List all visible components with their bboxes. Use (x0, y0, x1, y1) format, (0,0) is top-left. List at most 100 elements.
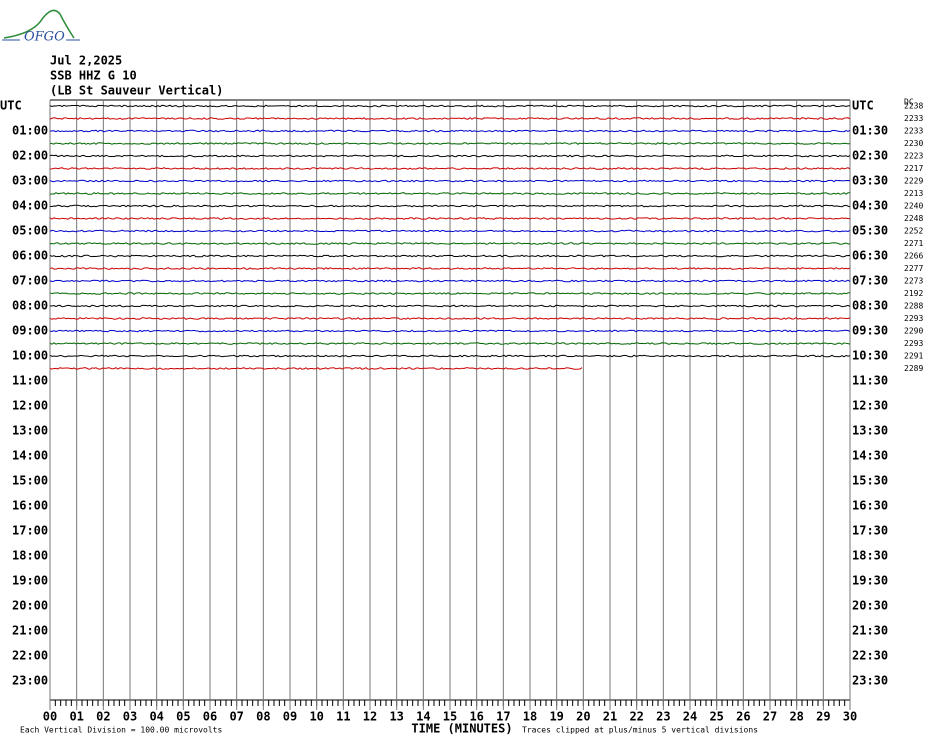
seismic-trace (49, 367, 583, 370)
seismic-trace (49, 167, 851, 170)
right-time-label: 14:30 (852, 449, 888, 463)
dc-value: 2213 (904, 189, 923, 198)
right-time-label: 17:30 (852, 524, 888, 538)
dc-value: 2277 (904, 264, 923, 273)
x-tick-label: 12 (363, 710, 377, 724)
dc-value: 2238 (904, 102, 923, 111)
right-time-label: 02:30 (852, 149, 888, 163)
seismic-trace (49, 279, 851, 283)
seismic-trace (49, 329, 851, 333)
dc-value: 2288 (904, 302, 923, 311)
x-tick-label: 16 (469, 710, 483, 724)
x-tick-label: 02 (96, 710, 110, 724)
seismic-trace (49, 354, 851, 358)
seismic-trace (49, 267, 851, 270)
left-time-label: 13:00 (12, 424, 48, 438)
dc-value: 2233 (904, 127, 923, 136)
left-time-label: 23:00 (12, 674, 48, 688)
left-time-label: 03:00 (12, 174, 48, 188)
seismic-trace (49, 292, 851, 295)
right-time-label: 08:30 (852, 299, 888, 313)
dc-value: 2230 (904, 139, 923, 148)
seismic-trace (49, 254, 851, 258)
seismic-trace (49, 217, 851, 220)
x-tick-label: 22 (629, 710, 643, 724)
footer-note: Each Vertical Division = 100.00 microvol… (20, 726, 222, 735)
dc-value: 2293 (904, 339, 923, 348)
left-time-label: 11:00 (12, 374, 48, 388)
dc-value: 2240 (904, 202, 923, 211)
x-tick-label: 13 (389, 710, 403, 724)
x-tick-label: 24 (683, 710, 697, 724)
x-tick-label: 14 (416, 710, 430, 724)
x-tick-label: 26 (736, 710, 750, 724)
seismic-trace (49, 242, 851, 245)
x-tick-label: 29 (816, 710, 830, 724)
left-time-label: 05:00 (12, 224, 48, 238)
seismic-trace (49, 342, 851, 345)
right-time-label: 19:30 (852, 574, 888, 588)
seismic-trace (49, 304, 851, 308)
x-tick-label: 04 (149, 710, 163, 724)
dc-value: 2233 (904, 114, 923, 123)
x-tick-label: 15 (443, 710, 457, 724)
dc-value: 2192 (904, 289, 923, 298)
right-time-label: 11:30 (852, 374, 888, 388)
right-time-label: 07:30 (852, 274, 888, 288)
left-time-label: 02:00 (12, 149, 48, 163)
dc-value: 2290 (904, 327, 923, 336)
x-tick-label: 01 (69, 710, 83, 724)
dc-value: 2266 (904, 252, 923, 261)
right-time-label: 09:30 (852, 324, 888, 338)
logo: OFGO (2, 9, 80, 45)
header-line: Jul 2,2025 (50, 54, 122, 68)
right-time-label: 10:30 (852, 349, 888, 363)
seismic-trace (49, 129, 851, 133)
left-time-label: 10:00 (12, 349, 48, 363)
x-axis-title: TIME (MINUTES) (411, 722, 512, 736)
right-time-label: UTC (852, 99, 874, 113)
dc-value: 2217 (904, 164, 923, 173)
right-time-label: 05:30 (852, 224, 888, 238)
seismic-trace (49, 204, 851, 208)
dc-value: 2248 (904, 214, 923, 223)
x-tick-label: 07 (229, 710, 243, 724)
seismic-trace (49, 179, 851, 183)
left-time-label: 12:00 (12, 399, 48, 413)
seismic-trace (49, 154, 851, 158)
left-time-label: 07:00 (12, 274, 48, 288)
left-time-label: 14:00 (12, 449, 48, 463)
right-time-label: 01:30 (852, 124, 888, 138)
dc-value: 2223 (904, 152, 923, 161)
x-tick-label: 11 (336, 710, 350, 724)
left-time-label: 17:00 (12, 524, 48, 538)
x-tick-label: 25 (709, 710, 723, 724)
dc-value: 2291 (904, 352, 923, 361)
x-tick-label: 19 (549, 710, 563, 724)
dc-value: 2289 (904, 364, 923, 373)
left-time-label: UTC (0, 99, 22, 113)
x-tick-label: 09 (283, 710, 297, 724)
left-time-label: 22:00 (12, 649, 48, 663)
x-tick-label: 06 (203, 710, 217, 724)
seismic-trace (49, 317, 851, 320)
x-tick-label: 10 (309, 710, 323, 724)
right-time-label: 04:30 (852, 199, 888, 213)
right-time-label: 23:30 (852, 674, 888, 688)
footer-note: Traces clipped at plus/minus 5 vertical … (522, 726, 758, 735)
seismic-trace (49, 192, 851, 195)
right-time-label: 06:30 (852, 249, 888, 263)
left-time-label: 09:00 (12, 324, 48, 338)
x-tick-label: 21 (603, 710, 617, 724)
x-tick-label: 03 (123, 710, 137, 724)
left-time-label: 19:00 (12, 574, 48, 588)
x-tick-label: 23 (656, 710, 670, 724)
seismic-trace (49, 104, 851, 108)
right-time-label: 12:30 (852, 399, 888, 413)
x-tick-label: 18 (523, 710, 537, 724)
x-tick-label: 05 (176, 710, 190, 724)
dc-value: 2271 (904, 239, 923, 248)
dc-label: DC (904, 98, 914, 107)
